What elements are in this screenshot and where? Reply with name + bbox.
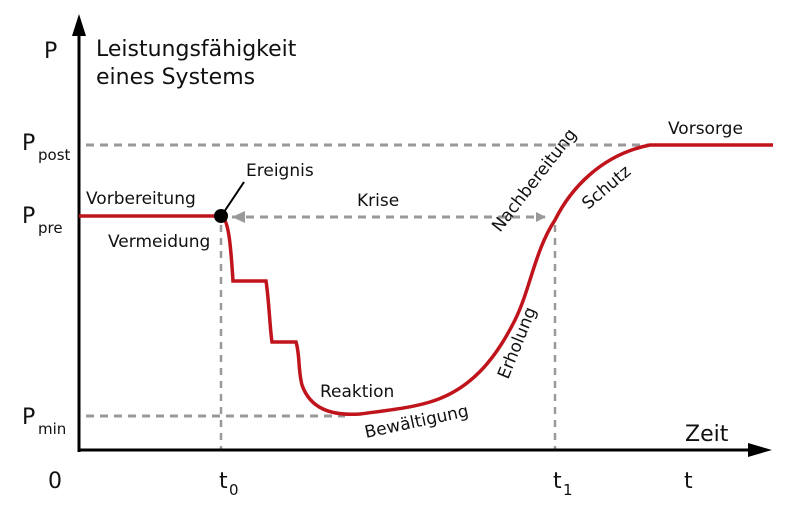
krise-arrow-left-head	[232, 211, 245, 223]
origin-label: 0	[48, 469, 62, 494]
t0-sub: 0	[229, 481, 239, 499]
label-nachbereitung: Nachbereitung	[488, 125, 581, 236]
p-pre-sub: pre	[38, 219, 63, 237]
p-pre-main: P	[22, 204, 35, 229]
t1-label: t 1	[553, 469, 573, 499]
label-ereignis: Ereignis	[246, 161, 314, 181]
label-vorsorge: Vorsorge	[668, 119, 743, 139]
x-axis-symbol: t	[684, 469, 693, 494]
p-pre-label: P pre	[22, 204, 63, 237]
label-vermeidung: Vermeidung	[108, 232, 210, 252]
t1-main: t	[553, 469, 562, 494]
y-axis-symbol: P	[44, 39, 57, 64]
label-schutz: Schutz	[578, 162, 635, 214]
t0-label: t 0	[219, 469, 239, 499]
label-bewaeltigung: Bewältigung	[363, 401, 471, 443]
performance-curve	[79, 143, 773, 417]
label-krise: Krise	[357, 191, 399, 211]
label-reaktion: Reaktion	[320, 382, 394, 402]
y-axis-arrow-icon	[72, 14, 86, 36]
x-axis-title: Zeit	[685, 422, 729, 447]
p-post-label: P post	[22, 131, 71, 164]
y-axis-title-line2: eines Systems	[96, 65, 255, 90]
p-post-sub: post	[38, 146, 71, 164]
p-min-label: P min	[22, 405, 66, 438]
x-axis-arrow-icon	[748, 443, 772, 457]
t0-main: t	[219, 469, 228, 494]
p-post-main: P	[22, 131, 35, 156]
ereignis-pointer	[223, 181, 245, 213]
p-min-main: P	[22, 405, 35, 430]
p-min-sub: min	[38, 420, 66, 438]
t1-sub: 1	[563, 481, 573, 499]
ereignis-point	[214, 209, 228, 223]
y-axis-title-line1: Leistungsfähigkeit	[96, 37, 297, 62]
label-vorbereitung: Vorbereitung	[86, 189, 196, 209]
